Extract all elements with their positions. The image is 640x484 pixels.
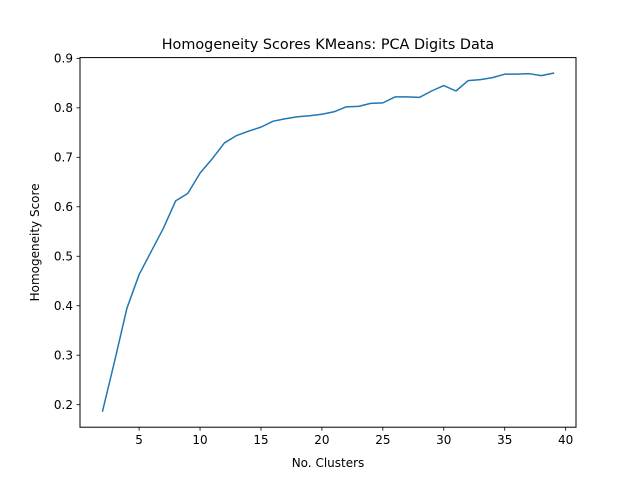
- x-tick-label: 35: [497, 433, 512, 447]
- y-tick-label: 0.5: [54, 250, 73, 264]
- x-axis-label: No. Clusters: [292, 456, 365, 470]
- y-tick-label: 0.2: [54, 398, 73, 412]
- y-tick-label: 0.8: [54, 101, 73, 115]
- x-axis-ticks: 5 10 15 20 25 30 35 40: [135, 427, 573, 447]
- y-tick-label: 0.7: [54, 151, 73, 165]
- x-tick-label: 5: [135, 433, 143, 447]
- y-tick-label: 0.6: [54, 200, 73, 214]
- y-axis-ticks: 0.2 0.3 0.4 0.5 0.6 0.7 0.8 0.9: [54, 52, 80, 412]
- y-tick-label: 0.4: [54, 299, 73, 313]
- y-tick-label: 0.3: [54, 349, 73, 363]
- y-axis-label: Homogeneity Score: [28, 183, 42, 301]
- plot-area: [101, 72, 555, 413]
- axes-frame: [79, 57, 577, 428]
- x-tick-label: 20: [314, 433, 329, 447]
- x-tick-label: 10: [192, 433, 207, 447]
- chart-title: Homogeneity Scores KMeans: PCA Digits Da…: [162, 37, 495, 53]
- x-tick-label: 40: [558, 433, 573, 447]
- x-tick-label: 15: [253, 433, 268, 447]
- series-line: [101, 72, 555, 413]
- x-tick-label: 25: [375, 433, 390, 447]
- x-tick-label: 30: [436, 433, 451, 447]
- y-tick-label: 0.9: [54, 52, 73, 66]
